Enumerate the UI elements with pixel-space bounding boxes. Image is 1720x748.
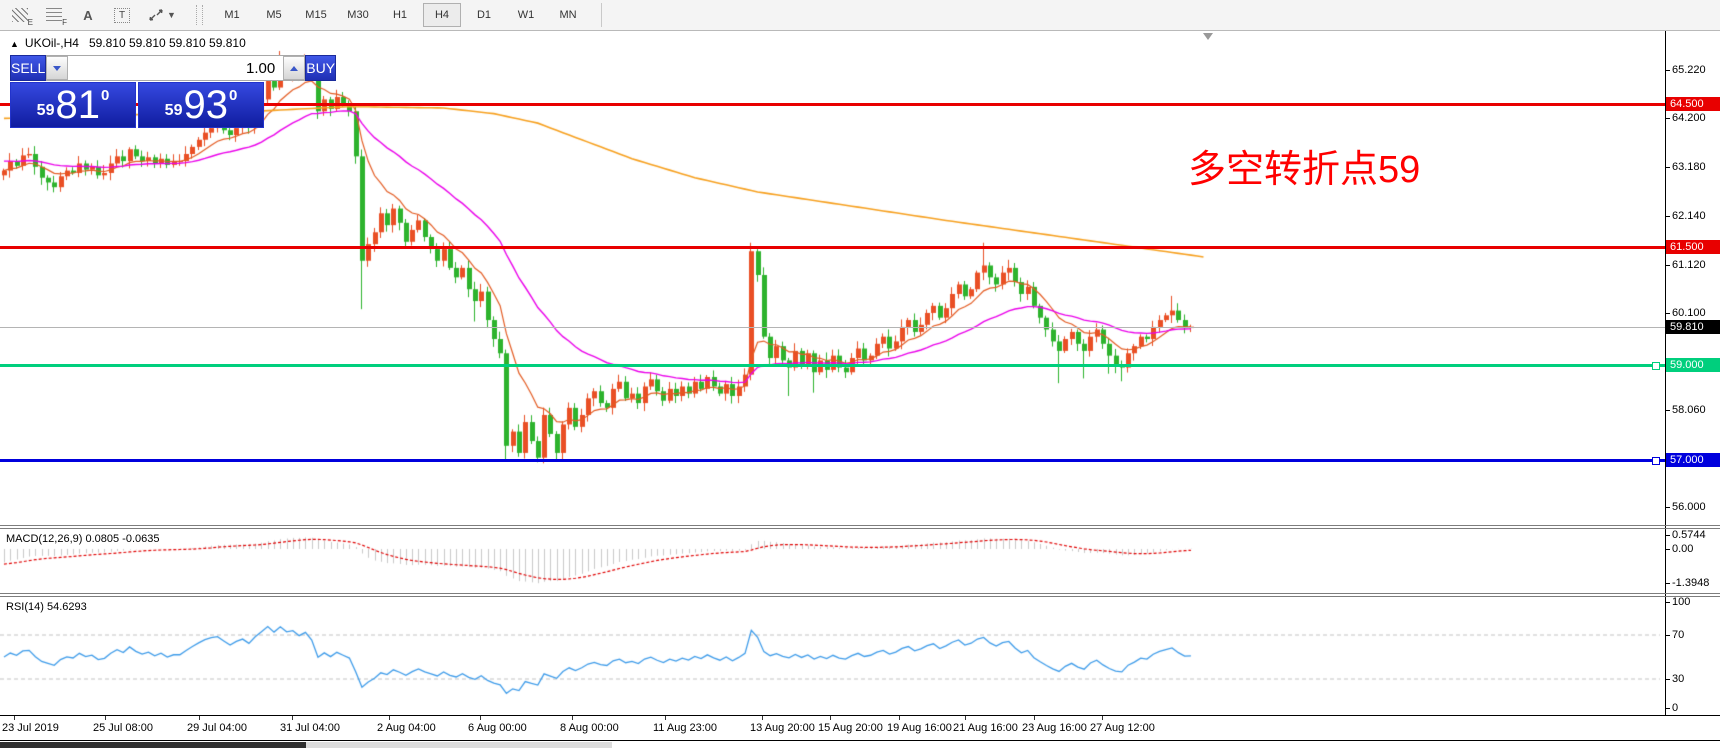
macd-scale-label: -1.3948 [1665,577,1710,589]
time-axis-label: 2 Aug 04:00 [377,722,436,734]
time-axis-label: 31 Jul 04:00 [280,722,340,734]
time-axis-label: 23 Jul 2019 [2,722,59,734]
panel-separator[interactable] [0,525,1720,526]
support-line-59000[interactable] [0,364,1665,367]
buy-button[interactable]: BUY [305,55,337,81]
symbol-period-label: UKOil-,H4 [24,36,79,50]
sell-price-quote[interactable]: 59 81 0 [10,82,136,128]
bottom-strip-segment [0,742,306,748]
price-badge: 61.500 [1666,240,1720,254]
time-axis-tick [762,716,763,720]
buy-price-quote[interactable]: 59 93 0 [138,82,264,128]
macd-scale-label: 0.5744 [1666,529,1706,541]
time-axis-label: 23 Aug 16:00 [1022,722,1087,734]
time-axis-line [0,715,1720,716]
time-axis-label: 21 Aug 16:00 [953,722,1018,734]
price-tick-label: 58.060 [1666,404,1706,416]
panel-separator[interactable] [0,596,1720,597]
support-line-57000[interactable] [0,459,1665,462]
time-axis-label: 19 Aug 16:00 [887,722,952,734]
price-tick-label: 56.000 [1666,501,1706,513]
time-axis-tick [899,716,900,720]
chevron-down-icon [53,65,62,71]
time-axis-label: 25 Jul 08:00 [93,722,153,734]
rsi-indicator-label: RSI(14) 54.6293 [6,601,87,613]
price-tick-label: 62.140 [1666,210,1706,222]
time-axis-tick [199,716,200,720]
time-axis-label: 27 Aug 12:00 [1090,722,1155,734]
price-badge: 64.500 [1666,97,1720,111]
price-tick-label: 64.200 [1666,112,1706,124]
time-axis-label: 29 Jul 04:00 [187,722,247,734]
support-line-57000-handle[interactable] [1652,457,1660,465]
price-badge: 57.000 [1666,453,1720,467]
chart-title: ▲ UKOil-,H4 59.810 59.810 59.810 59.810 [10,36,246,50]
current-price-line[interactable] [0,327,1665,328]
time-axis-label: 13 Aug 20:00 [750,722,815,734]
panel-separator[interactable] [0,593,1720,594]
price-tick-label: 60.100 [1666,307,1706,319]
time-axis-tick [1102,716,1103,720]
time-axis-label: 6 Aug 00:00 [468,722,527,734]
time-axis-tick [665,716,666,720]
volume-increase-button[interactable] [283,56,306,80]
price-tick-label: 65.220 [1666,64,1706,76]
one-click-trade-panel: SELL BUY 59 81 0 59 93 0 [10,55,337,128]
macd-indicator-label: MACD(12,26,9) 0.0805 -0.0635 [6,533,160,545]
time-axis-tick [105,716,106,720]
macd-scale-label: 0.00 [1665,543,1694,555]
time-axis-label: 11 Aug 23:00 [653,722,718,734]
time-axis-tick [965,716,966,720]
volume-input[interactable] [68,56,284,80]
resistance-line-64500[interactable] [0,103,1665,106]
price-tick-label: 63.180 [1666,161,1706,173]
rsi-scale-label: 100 [1665,596,1691,608]
panel-separator[interactable] [0,528,1720,529]
rsi-scale-label: 30 [1665,673,1685,685]
time-axis-tick [14,716,15,720]
rsi-scale-label: 0 [1665,702,1679,714]
time-axis-label: 8 Aug 00:00 [560,722,619,734]
volume-decrease-button[interactable] [46,56,69,80]
bottom-strip [0,740,1720,748]
collapse-panel-icon[interactable]: ▲ [10,39,19,49]
chart-shift-marker [1203,33,1213,40]
sell-button[interactable]: SELL [10,55,47,81]
bottom-strip-segment [612,742,1720,748]
text-annotation: 多空转折点59 [1188,149,1421,191]
volume-stepper [46,55,306,81]
rsi-scale-label: 70 [1665,629,1685,641]
support-line-59000-handle[interactable] [1652,362,1660,370]
bottom-strip-segment [306,742,612,748]
time-axis-label: 15 Aug 20:00 [818,722,883,734]
chevron-up-icon [290,65,299,71]
time-axis-tick [389,716,390,720]
time-axis-tick [292,716,293,720]
price-badge: 59.000 [1666,358,1720,372]
time-axis-tick [830,716,831,720]
price-tick-label: 61.120 [1666,259,1706,271]
time-axis-tick [480,716,481,720]
ohlc-values: 59.810 59.810 59.810 59.810 [88,36,246,50]
time-axis-tick [572,716,573,720]
price-axis-line [1665,31,1666,716]
time-axis-tick [1034,716,1035,720]
price-badge: 59.810 [1666,320,1720,334]
resistance-line-61500[interactable] [0,246,1665,249]
